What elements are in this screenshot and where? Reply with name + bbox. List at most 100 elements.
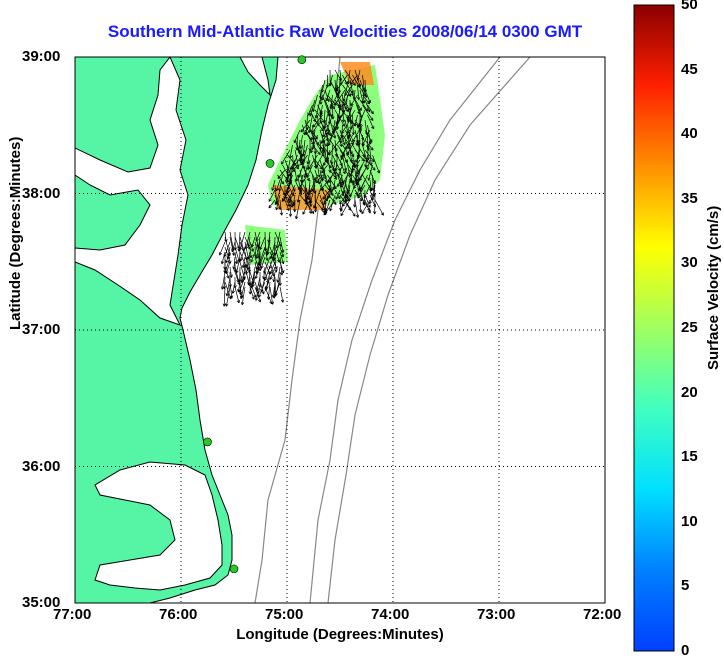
velocity-arrow [321, 164, 328, 174]
velocity-arrow [297, 159, 306, 178]
y-tick-label: 36:00 [22, 457, 61, 475]
velocity-arrow [224, 266, 230, 279]
velocity-arrow [315, 174, 323, 184]
velocity-arrow [255, 231, 261, 242]
x-tick-label: 75:00 [265, 606, 304, 623]
velocity-arrow [354, 199, 360, 218]
velocity-arrow [373, 194, 377, 215]
chesapeake-bay [75, 57, 189, 326]
velocity-arrow [288, 199, 293, 217]
velocity-arrow [312, 114, 323, 128]
velocity-arrow [269, 266, 276, 280]
velocity-arrow [369, 179, 373, 192]
velocity-arrow [339, 199, 343, 211]
velocity-arrow [355, 134, 359, 146]
y-tick-label: 37:00 [22, 321, 61, 338]
velocity-arrow [275, 231, 281, 249]
velocity-arrow [364, 99, 371, 113]
velocity-arrow [274, 256, 278, 273]
colorbar-tick-label: 5 [681, 577, 690, 595]
velocity-arrow [304, 199, 315, 214]
velocity-arrow [354, 149, 365, 162]
velocity-arrow [279, 251, 285, 265]
colorbar-tick-label: 25 [681, 319, 698, 336]
velocity-arrow [302, 199, 311, 215]
x-tick-label: 72:00 [583, 606, 622, 623]
velocity-arrow [259, 281, 265, 295]
velocity-arrow [279, 199, 284, 216]
velocity-arrow [317, 164, 321, 178]
radar-site-marker [265, 159, 275, 168]
colorbar-tick-label: 45 [681, 60, 698, 78]
velocity-arrow [254, 286, 261, 301]
velocity-arrow [275, 179, 281, 192]
velocity-arrow [220, 251, 226, 265]
velocity-arrow [339, 184, 345, 197]
velocity-arrow [284, 194, 291, 207]
colorbar-tick-label: 0 [681, 642, 690, 659]
velocity-arrow [294, 199, 301, 220]
velocity-arrow [322, 149, 331, 166]
pamlico-sound [94, 461, 223, 591]
velocity-arrow [312, 144, 321, 155]
velocity-arrow [374, 199, 384, 216]
velocity-arrow [367, 104, 374, 115]
velocity-arrow [359, 179, 366, 190]
velocity-arrow [321, 199, 326, 212]
y-tick-label: 39:00 [22, 48, 61, 65]
velocity-arrow [251, 276, 256, 288]
velocity-arrow [249, 281, 257, 298]
velocity-arrow [279, 261, 285, 274]
velocity-arrow [234, 271, 240, 283]
velocity-arrow [351, 114, 355, 136]
colorbar [633, 4, 675, 652]
velocity-arrow [280, 149, 291, 165]
velocity-arrow [354, 189, 363, 202]
velocity-arrow [303, 164, 308, 178]
velocity-arrow [352, 94, 362, 111]
velocity-arrow [294, 169, 299, 182]
radar-site-marker [297, 55, 307, 65]
velocity-arrow [234, 251, 239, 265]
velocity-arrow [253, 246, 258, 258]
velocity-arrow [344, 94, 348, 110]
velocity-arrow [364, 194, 371, 208]
velocity-arrow [265, 276, 271, 290]
x-tick-label: 77:00 [53, 606, 92, 623]
velocity-arrow [249, 241, 254, 252]
velocity-arrow [329, 94, 333, 110]
velocity-arrow [359, 89, 365, 104]
velocity-arrow [324, 189, 337, 205]
velocity-arrow [367, 114, 375, 130]
velocity-arrow [281, 189, 291, 202]
velocity-arrow [302, 124, 306, 136]
velocity-arrow [342, 84, 352, 97]
velocity-arrow [329, 119, 337, 139]
velocity-arrow [274, 246, 281, 263]
velocity-arrow [320, 169, 326, 182]
velocity-arrow [324, 159, 332, 169]
velocity-arrow [342, 194, 351, 207]
velocity-arrow [350, 94, 358, 107]
velocity-arrow [272, 286, 277, 299]
colorbar-label: Surface Velocity (cm/s) [705, 205, 722, 370]
velocity-arrow [225, 276, 231, 297]
velocity-arrow [260, 256, 266, 269]
velocity-arrow [362, 94, 370, 105]
velocity-arrow [368, 189, 376, 205]
velocity-arrow [255, 276, 261, 291]
y-axis-label: Latitude (Degrees:Minutes) [7, 136, 24, 330]
velocity-arrow [364, 199, 371, 214]
velocity-arrow [342, 144, 350, 155]
velocity-arrow [356, 69, 361, 81]
velocity-arrow [335, 189, 341, 200]
velocity-arrow [339, 129, 346, 146]
x-tick-label: 73:00 [477, 606, 516, 623]
velocity-arrow [284, 199, 290, 212]
velocity-arrow [264, 241, 269, 261]
velocity-arrow [293, 199, 297, 213]
velocity-arrow [231, 281, 236, 294]
velocity-arrow [313, 194, 318, 213]
colorbar-tick-label: 30 [681, 254, 698, 272]
